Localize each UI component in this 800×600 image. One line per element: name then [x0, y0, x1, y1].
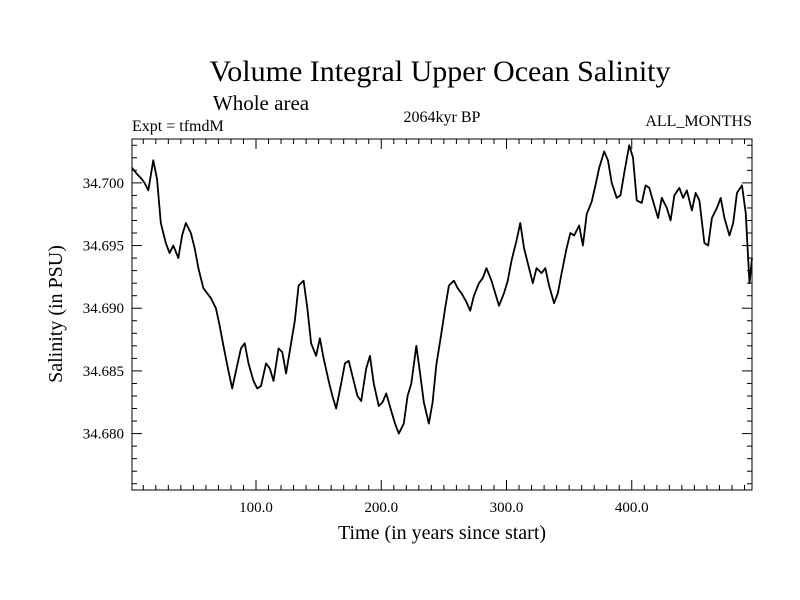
- y-tick-label: 34.685: [83, 364, 124, 380]
- experiment-label: Expt = tfmdM: [132, 118, 224, 135]
- salinity-series-line: [131, 144, 753, 435]
- plot-area: 100.0 200.0 300.0 400.0 34.680 34.685 34.690 34…: [83, 138, 753, 516]
- chart-title: Volume Integral Upper Ocean Salinity: [210, 55, 671, 88]
- period-label: 2064kyr BP: [404, 109, 481, 126]
- x-tick-label: 400.0: [615, 500, 649, 516]
- x-tick-label: 200.0: [364, 500, 398, 516]
- x-tick-label: 300.0: [490, 500, 524, 516]
- x-axis-label: Time (in years since start): [338, 522, 546, 544]
- plot-frame: [131, 138, 753, 491]
- y-tick-label: 34.690: [83, 301, 124, 317]
- y-axis-label: Salinity (in PSU): [45, 245, 67, 383]
- y-tick-label: 34.680: [83, 427, 124, 443]
- axis-tick-labels: 100.0 200.0 300.0 400.0 34.680 34.685 34.690 34…: [83, 176, 649, 516]
- chart-subtitle: Whole area: [213, 91, 310, 115]
- months-label: ALL_MONTHS: [645, 113, 752, 130]
- axis-ticks: [132, 139, 752, 490]
- y-tick-label: 34.700: [83, 176, 124, 192]
- y-tick-label: 34.695: [83, 239, 124, 255]
- x-tick-label: 100.0: [239, 500, 273, 516]
